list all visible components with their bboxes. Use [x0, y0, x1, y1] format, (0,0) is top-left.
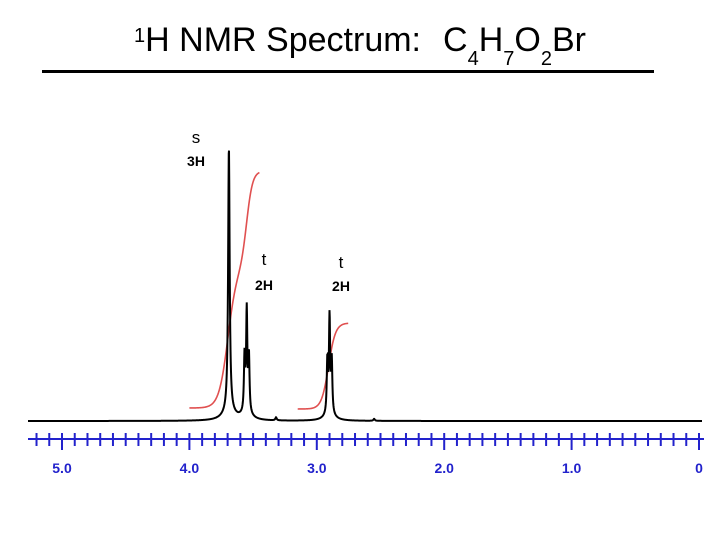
peak-annotations: s 3H t 2H t 2H: [187, 128, 350, 294]
title-formula-el-2: O: [514, 21, 541, 59]
title-formula-el-1: H: [478, 21, 504, 59]
title-formula-n-0: 4: [467, 48, 479, 70]
axis-tick-label: 1.0: [562, 460, 582, 476]
peak-integration-label: 3H: [187, 153, 205, 169]
axis-tick-label: 3.0: [307, 460, 327, 476]
axis-tick-label: 2.0: [434, 460, 454, 476]
spectrum-line: [28, 150, 702, 422]
title-formula-el-0: C: [443, 21, 468, 59]
chart-title: 1H NMR Spectrum: C4H7O2Br: [0, 18, 720, 69]
peak-multiplicity-label: s: [192, 128, 201, 147]
axis-tick-label: 0: [695, 460, 703, 476]
peak-integration-label: 2H: [255, 277, 273, 293]
title-formula-n-2: 2: [540, 48, 552, 70]
title-formula-n-1: 7: [503, 48, 515, 70]
spectrum-trace: [28, 150, 702, 422]
title-formula-el-3: Br: [551, 21, 586, 59]
peak-multiplicity-label: t: [339, 253, 344, 272]
title-superscript: 1: [134, 25, 146, 47]
integration-curve-2: [297, 322, 349, 410]
title-underline: [42, 70, 654, 73]
peak-integration-label: 2H: [332, 278, 350, 294]
integration-curve-1: [189, 171, 260, 409]
ppm-axis: 5.0 4.0 3.0 2.0 1.0 0: [28, 433, 704, 476]
axis-tick-label: 4.0: [180, 460, 200, 476]
title-text: H NMR Spectrum:: [145, 21, 421, 59]
peak-multiplicity-label: t: [262, 250, 267, 269]
axis-tick-label: 5.0: [52, 460, 72, 476]
integration-curves: [189, 171, 349, 410]
